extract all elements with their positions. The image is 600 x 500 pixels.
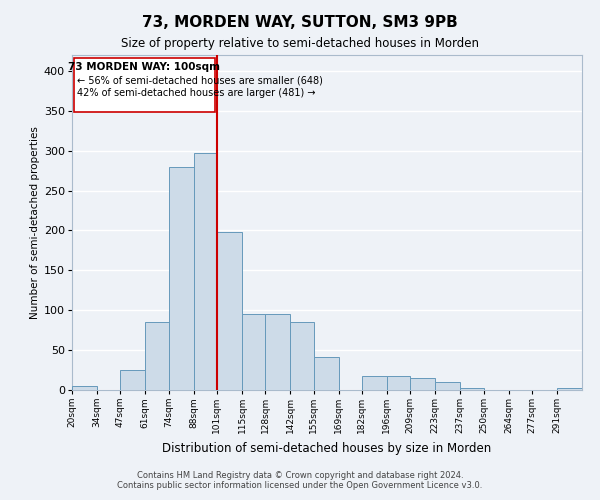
Text: Contains HM Land Registry data © Crown copyright and database right 2024.
Contai: Contains HM Land Registry data © Crown c… bbox=[118, 470, 482, 490]
Bar bbox=[362, 376, 387, 390]
Text: Size of property relative to semi-detached houses in Morden: Size of property relative to semi-detach… bbox=[121, 38, 479, 51]
Text: 42% of semi-detached houses are larger (481) →: 42% of semi-detached houses are larger (… bbox=[77, 88, 316, 98]
X-axis label: Distribution of semi-detached houses by size in Morden: Distribution of semi-detached houses by … bbox=[163, 442, 491, 454]
Bar bbox=[121, 370, 145, 390]
Bar bbox=[290, 322, 314, 390]
Bar bbox=[410, 378, 435, 390]
Bar bbox=[265, 314, 290, 390]
Text: 73 MORDEN WAY: 100sqm: 73 MORDEN WAY: 100sqm bbox=[68, 62, 220, 72]
Bar bbox=[435, 382, 460, 390]
Bar bbox=[314, 356, 338, 390]
Bar bbox=[460, 388, 484, 390]
Bar bbox=[387, 376, 410, 390]
Y-axis label: Number of semi-detached properties: Number of semi-detached properties bbox=[30, 126, 40, 319]
Bar bbox=[194, 153, 217, 390]
Bar bbox=[169, 166, 194, 390]
Text: ← 56% of semi-detached houses are smaller (648): ← 56% of semi-detached houses are smalle… bbox=[77, 76, 323, 86]
Bar bbox=[72, 386, 97, 390]
Bar bbox=[242, 314, 265, 390]
Bar bbox=[557, 388, 582, 390]
Bar bbox=[145, 322, 169, 390]
Text: 73, MORDEN WAY, SUTTON, SM3 9PB: 73, MORDEN WAY, SUTTON, SM3 9PB bbox=[142, 15, 458, 30]
FancyBboxPatch shape bbox=[74, 58, 215, 112]
Bar bbox=[217, 232, 242, 390]
